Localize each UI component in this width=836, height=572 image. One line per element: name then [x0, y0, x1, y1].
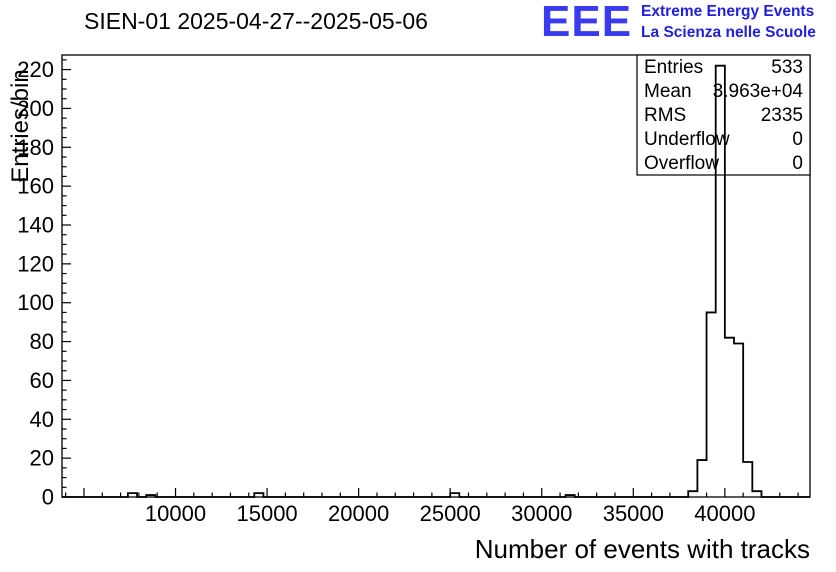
eee-logo: EEE Extreme Energy Events La Scienza nel…: [541, 0, 816, 46]
x-axis-tick-label: 15000: [236, 501, 297, 526]
eee-logo-line1: Extreme Energy Events: [641, 3, 815, 20]
plot-title: SIEN-01 2025-04-27--2025-05-06: [84, 8, 428, 34]
stats-value: 0: [792, 153, 803, 174]
stats-value: 0: [792, 129, 803, 150]
stats-label: Overflow: [644, 153, 719, 174]
x-axis-tick-label: 25000: [420, 501, 481, 526]
y-axis-tick-label: 160: [17, 174, 54, 199]
eee-logo-text: Extreme Energy Events La Scienza nelle S…: [641, 2, 816, 43]
stats-value: 533: [771, 57, 803, 78]
x-axis-tick-label: 10000: [145, 501, 206, 526]
x-axis-title: Number of events with tracks: [474, 534, 810, 564]
y-axis-tick-label: 100: [17, 290, 54, 315]
y-axis-tick-label: 140: [17, 213, 54, 238]
x-axis-tick-label: 20000: [328, 501, 389, 526]
stats-label: Entries: [644, 57, 703, 78]
y-axis-tick-label: 40: [30, 407, 54, 432]
x-axis-tick-label: 35000: [603, 501, 664, 526]
histogram-outline: [62, 64, 810, 498]
eee-logo-acronym: EEE: [541, 0, 633, 46]
y-axis-tick-label: 60: [30, 368, 54, 393]
y-axis-tick-label: 120: [17, 251, 54, 276]
y-axis-title: Entries/bin: [7, 69, 34, 183]
stats-value: 2335: [761, 105, 803, 126]
y-axis-tick-label: 80: [30, 329, 54, 354]
x-axis-tick-label: 30000: [511, 501, 572, 526]
y-axis-tick-label: 0: [42, 485, 54, 510]
y-axis-tick-label: 180: [17, 135, 54, 160]
stats-label: Underflow: [644, 129, 730, 150]
x-axis-tick-label: 40000: [694, 501, 755, 526]
stats-value: 3.963e+04: [713, 81, 804, 102]
eee-logo-line2: La Scienza nelle Scuole: [641, 24, 816, 42]
y-axis-tick-label: 200: [17, 96, 54, 121]
stats-label: RMS: [644, 105, 686, 126]
stats-label: Mean: [644, 81, 692, 102]
y-axis-tick-label: 20: [30, 446, 54, 471]
y-axis-tick-label: 220: [17, 57, 54, 82]
stats-box: [636, 54, 811, 176]
